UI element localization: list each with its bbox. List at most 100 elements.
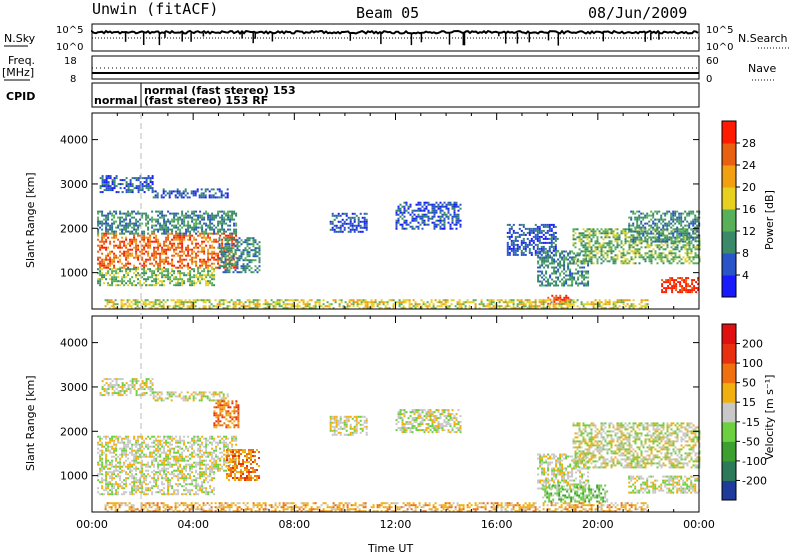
- nsky-scale-top: 10^5: [56, 25, 83, 36]
- power-colorbar: 4 8 12 16 20 24 28: [721, 120, 756, 298]
- power-echo-region: [97, 232, 238, 269]
- velocity-echo-region: [97, 471, 216, 496]
- velocity-frame: [91, 315, 700, 513]
- nsky-line: [91, 29, 699, 35]
- cpid-panel: CPID normal normal (fast stereo) 153 (fa…: [6, 82, 700, 108]
- velocity-echo-region: [104, 502, 649, 513]
- power-colorbar-tick-label: 28: [742, 137, 756, 150]
- velocity-y-tick-label: 1000: [60, 470, 88, 483]
- power-colorbar-segment: [722, 209, 736, 232]
- velocity-echo-region: [99, 378, 154, 397]
- power-echo-region: [218, 237, 261, 274]
- velocity-x-tick-label: 00:00: [683, 518, 715, 531]
- velocity-colorbar-segment: [722, 480, 736, 501]
- freq-scale-bottom: 8: [70, 74, 76, 85]
- velocity-colorbar-tick-label: -200: [742, 474, 767, 487]
- power-colorbar-segment: [722, 253, 736, 276]
- power-echo-region: [152, 188, 229, 199]
- velocity-colorbar-segment: [722, 343, 736, 364]
- power-colorbar-label: Power [dB]: [763, 190, 776, 250]
- nave-scale-bottom: 0: [706, 74, 712, 85]
- freq-label-bottom: [MHz]: [2, 66, 34, 79]
- nave-scale-top: 60: [706, 56, 719, 67]
- velocity-colorbar-segment: [722, 324, 736, 345]
- velocity-colorbar-tick-label: 100: [742, 357, 763, 370]
- power-echo-region: [537, 250, 590, 287]
- power-colorbar-tick-label: 8: [742, 247, 749, 260]
- power-x-axis: [91, 113, 700, 309]
- power-echo-region: [506, 223, 559, 256]
- power-echo-region: [99, 175, 154, 194]
- power-echo-region: [661, 277, 700, 294]
- velocity-colorbar-label: Velocity [m s⁻¹]: [763, 375, 776, 460]
- velocity-colorbar-segment: [722, 382, 736, 403]
- cpid-entry-2: normal (fast stereo) 153: [144, 84, 296, 97]
- power-colorbar-tick-label: 20: [742, 181, 756, 194]
- nsky-label: N.Sky: [4, 32, 36, 45]
- cpid-entry-1: normal: [94, 94, 137, 107]
- power-colorbar-segment: [722, 275, 736, 298]
- velocity-x-tick-label: 08:00: [278, 518, 310, 531]
- power-y-tick-label: 2000: [60, 222, 88, 235]
- power-y-tick-label: 4000: [60, 134, 88, 147]
- velocity-echo-region: [395, 409, 462, 434]
- velocity-y-tick-label: 4000: [60, 337, 88, 350]
- velocity-echo-region: [542, 484, 609, 503]
- velocity-colorbar-segment: [722, 460, 736, 481]
- velocity-echo-region: [213, 400, 240, 429]
- power-y-axis: 1000 2000 3000 4000: [60, 134, 699, 280]
- velocity-echo-region: [628, 475, 701, 494]
- station-title: Unwin (fitACF): [92, 0, 218, 18]
- velocity-colorbar-tick-label: -50: [742, 435, 760, 448]
- power-echo-region: [97, 210, 238, 235]
- power-echo-region: [104, 299, 649, 310]
- velocity-echo-region: [537, 453, 590, 490]
- velocity-x-tick-label: 16:00: [481, 518, 513, 531]
- date-title: 08/Jun/2009: [588, 4, 687, 22]
- velocity-colorbar-segment: [722, 441, 736, 462]
- power-colorbar-segment: [722, 231, 736, 254]
- power-ylabel: Slant Range [km]: [24, 172, 37, 268]
- power-colorbar-segment: [722, 143, 736, 166]
- velocity-y-axis: 1000 2000 3000 4000: [60, 337, 699, 483]
- velocity-echo-region: [329, 415, 368, 436]
- nave-label: Nave: [748, 62, 776, 75]
- velocity-colorbar-frame: [721, 323, 737, 501]
- power-scatter: [97, 175, 701, 310]
- nsearch-label: N.Search: [738, 32, 788, 45]
- velocity-x-tick-label: 04:00: [177, 518, 209, 531]
- velocity-echo-region: [97, 435, 238, 472]
- power-colorbar-tick-label: 16: [742, 203, 756, 216]
- velocity-ylabel: Slant Range [km]: [24, 375, 37, 471]
- nsky-scale-bottom: 10^0: [56, 42, 83, 53]
- velocity-colorbar-tick-label: 200: [742, 338, 763, 351]
- freq-label-top: Freq.: [8, 54, 35, 67]
- power-colorbar-segment: [722, 165, 736, 188]
- power-colorbar-segment: [722, 121, 736, 144]
- velocity-echo-region: [152, 391, 229, 402]
- velocity-scatter: [97, 378, 701, 513]
- velocity-y-tick-label: 2000: [60, 425, 88, 438]
- power-panel: 1000 2000 3000 4000 Slant Range [km] 4 8 12 16…: [24, 112, 776, 310]
- velocity-echo-region: [572, 422, 701, 469]
- power-y-tick-label: 1000: [60, 267, 88, 280]
- velocity-x-tick-label: 20:00: [582, 518, 614, 531]
- power-colorbar-tick-label: 4: [742, 269, 749, 282]
- freq-panel: Freq. [MHz] 18 8 60 0 Nave: [2, 54, 776, 85]
- velocity-colorbar: 200 100 50 15 -15 -50 -100 -200: [721, 323, 767, 501]
- velocity-colorbar-tick-label: -100: [742, 455, 767, 468]
- nsearch-scale-top: 10^5: [706, 25, 733, 36]
- velocity-xlabel: Time UT: [367, 542, 413, 554]
- velocity-colorbar-tick-label: -15: [742, 416, 760, 429]
- power-echo-region: [97, 268, 216, 287]
- velocity-x-tick-label: 12:00: [380, 518, 412, 531]
- power-y-tick-label: 3000: [60, 178, 88, 191]
- velocity-colorbar-tick-label: 15: [742, 396, 756, 409]
- power-colorbar-segment: [722, 187, 736, 210]
- velocity-x-axis: 00:00 04:00 08:00 12:00 16:00 20:00 00:00: [76, 316, 715, 531]
- nsearch-scale-bottom: 10^0: [706, 42, 733, 53]
- velocity-colorbar-segment: [722, 402, 736, 423]
- cpid-label: CPID: [6, 90, 35, 103]
- power-echo-region: [628, 210, 701, 243]
